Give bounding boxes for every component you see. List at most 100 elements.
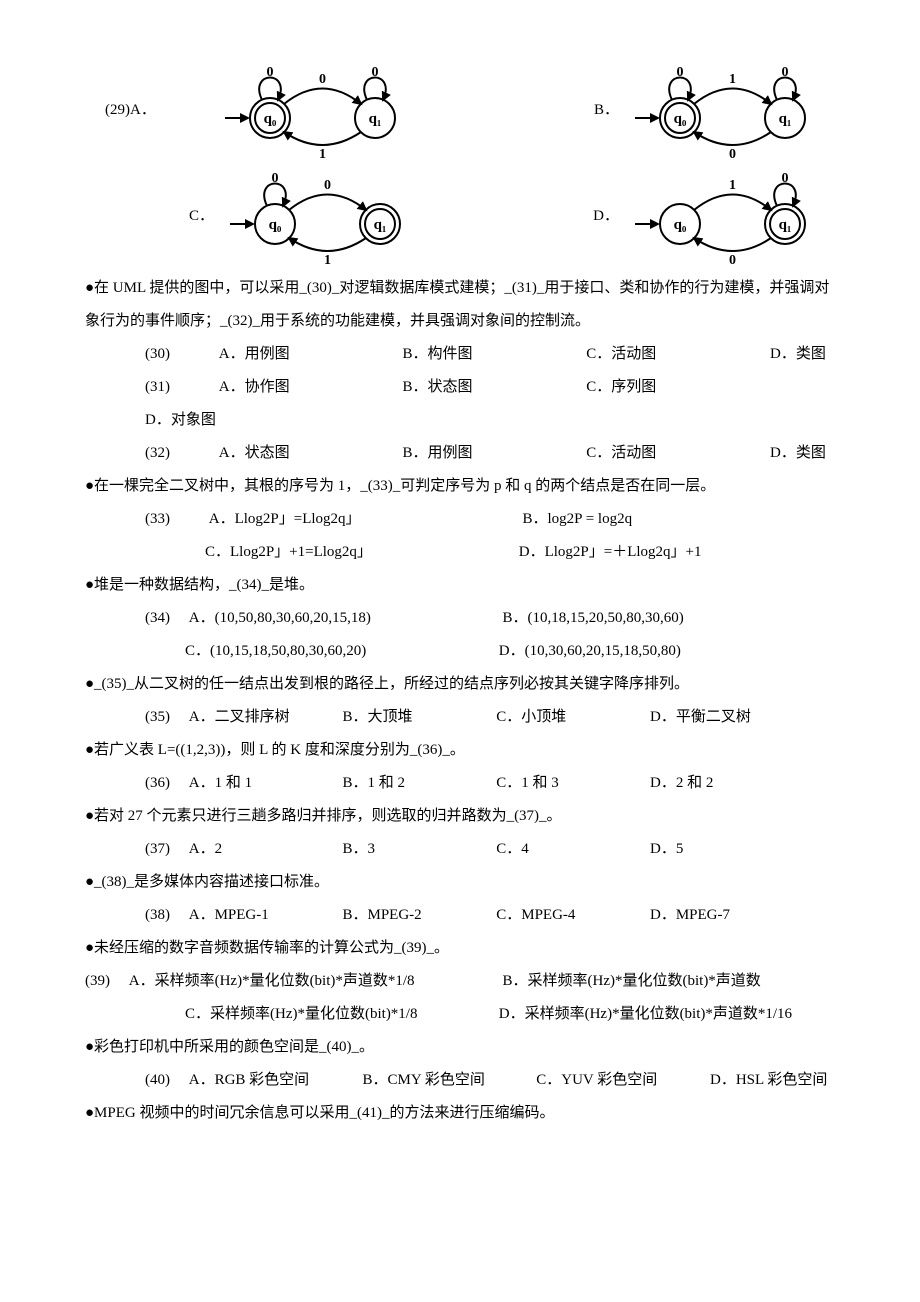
svg-text:0: 0	[782, 65, 789, 80]
q36-c: C．1 和 3	[496, 767, 646, 800]
figure-d-label: D．	[593, 200, 619, 233]
q33-c: C．Llog2P」+1=Llog2q」	[205, 536, 515, 569]
q33-b: B．log2P = log2q	[523, 503, 633, 536]
q31-num: (31)	[145, 371, 215, 404]
automaton-d: q₀ q₁ 1 0 0	[625, 166, 835, 266]
q30-b: B．构件图	[403, 338, 583, 371]
svg-text:q₁: q₁	[374, 217, 387, 233]
svg-text:0: 0	[677, 65, 684, 80]
q40-b: B．CMY 彩色空间	[363, 1064, 533, 1097]
q40-stem: ●彩色打印机中所采用的颜色空间是_(40)_。	[85, 1031, 835, 1064]
q30-a: A．用例图	[219, 338, 399, 371]
q30-num: (30)	[145, 338, 215, 371]
svg-text:q₁: q₁	[779, 111, 792, 127]
svg-text:0: 0	[324, 178, 331, 193]
figure-a-label: (29)A．	[85, 94, 215, 127]
q40-c: C．YUV 彩色空间	[536, 1064, 706, 1097]
q32-options: (32) A．状态图 B．用例图 C．活动图 D．类图	[85, 437, 835, 470]
q40-options: (40) A．RGB 彩色空间 B．CMY 彩色空间 C．YUV 彩色空间 D．…	[85, 1064, 835, 1097]
q33-stem: ●在一棵完全二叉树中，其根的序号为 1，_(33)_可判定序号为 p 和 q 的…	[85, 470, 835, 503]
q30-c: C．活动图	[586, 338, 766, 371]
q40-num: (40)	[145, 1064, 185, 1097]
q31-d: D．对象图	[145, 404, 216, 437]
q32-a: A．状态图	[219, 437, 399, 470]
q38-b: B．MPEG-2	[343, 899, 493, 932]
q30-stem: ●在 UML 提供的图中，可以采用_(30)_对逻辑数据库模式建模；_(31)_…	[85, 272, 835, 338]
figure-row-1: (29)A． q₀ q₁ 0 1 0 0 B． q₀ q₁ 1 0 0 0	[85, 60, 835, 160]
q38-a: A．MPEG-1	[189, 899, 339, 932]
q30-d: D．类图	[770, 338, 826, 371]
svg-text:q₁: q₁	[369, 111, 382, 127]
svg-text:q₀: q₀	[674, 111, 687, 127]
svg-text:0: 0	[729, 147, 736, 160]
q38-options: (38) A．MPEG-1 B．MPEG-2 C．MPEG-4 D．MPEG-7	[85, 899, 835, 932]
svg-text:0: 0	[729, 253, 736, 266]
q33-d: D．Llog2P」=＋Llog2q」+1	[519, 536, 702, 569]
q31-b: B．状态图	[403, 371, 583, 404]
q37-d: D．5	[650, 841, 683, 857]
q32-num: (32)	[145, 437, 215, 470]
q36-stem: ●若广义表 L=((1,2,3))，则 L 的 K 度和深度分别为_(36)_。	[85, 734, 835, 767]
q32-d: D．类图	[770, 437, 826, 470]
q37-a: A．2	[189, 833, 339, 866]
q37-options: (37) A．2 B．3 C．4 D．5	[85, 833, 835, 866]
q39-row2: C．采样频率(Hz)*量化位数(bit)*1/8 D．采样频率(Hz)*量化位数…	[85, 998, 835, 1031]
q38-c: C．MPEG-4	[496, 899, 646, 932]
figure-c-label: C．	[189, 200, 214, 233]
q34-stem: ●堆是一种数据结构，_(34)_是堆。	[85, 569, 835, 602]
q36-a: A．1 和 1	[189, 767, 339, 800]
q34-d: D．(10,30,60,20,15,18,50,80)	[499, 635, 681, 668]
q39-b: B．采样频率(Hz)*量化位数(bit)*声道数	[503, 973, 761, 989]
q37-b: B．3	[343, 833, 493, 866]
figure-b: B． q₀ q₁ 1 0 0 0	[594, 60, 835, 160]
q33-row2: C．Llog2P」+1=Llog2q」 D．Llog2P」=＋Llog2q」+1	[85, 536, 835, 569]
q39-stem: ●未经压缩的数字音频数据传输率的计算公式为_(39)_。	[85, 932, 835, 965]
q39-a: A．采样频率(Hz)*量化位数(bit)*声道数*1/8	[129, 965, 499, 998]
svg-text:1: 1	[324, 253, 331, 266]
svg-text:1: 1	[729, 72, 736, 87]
q32-b: B．用例图	[403, 437, 583, 470]
svg-text:0: 0	[782, 171, 789, 186]
q31-a: A．协作图	[219, 371, 399, 404]
q34-row2: C．(10,15,18,50,80,30,60,20) D．(10,30,60,…	[85, 635, 835, 668]
figure-b-label: B．	[594, 94, 619, 127]
q34-a: A．(10,50,80,30,60,20,15,18)	[189, 602, 499, 635]
svg-text:0: 0	[272, 171, 279, 186]
q35-num: (35)	[145, 701, 185, 734]
q36-b: B．1 和 2	[343, 767, 493, 800]
svg-text:q₀: q₀	[674, 217, 687, 233]
q40-d: D．HSL 彩色空间	[710, 1072, 827, 1088]
figure-a: (29)A． q₀q₁0100	[85, 60, 425, 160]
q30-options: (30) A．用例图 B．构件图 C．活动图 D．类图	[85, 338, 835, 371]
q35-c: C．小顶堆	[496, 701, 646, 734]
automaton-a: q₀q₁0100	[215, 60, 425, 160]
figure-row-2: C． q₀ q₁ 0 1 0 D． q₀ q₁ 1 0 0	[85, 166, 835, 266]
q34-c: C．(10,15,18,50,80,30,60,20)	[185, 635, 495, 668]
q35-d: D．平衡二叉树	[650, 709, 751, 725]
q35-a: A．二叉排序树	[189, 701, 339, 734]
q35-options: (35) A．二叉排序树 B．大顶堆 C．小顶堆 D．平衡二叉树	[85, 701, 835, 734]
svg-text:1: 1	[729, 178, 736, 193]
svg-text:0: 0	[372, 65, 379, 80]
svg-text:1: 1	[319, 147, 326, 160]
q38-num: (38)	[145, 899, 185, 932]
q35-b: B．大顶堆	[343, 701, 493, 734]
q34-num: (34)	[145, 602, 185, 635]
q40-a: A．RGB 彩色空间	[189, 1064, 359, 1097]
q38-stem: ●_(38)_是多媒体内容描述接口标准。	[85, 866, 835, 899]
q35-stem: ●_(35)_从二叉树的任一结点出发到根的路径上，所经过的结点序列必按其关键字降…	[85, 668, 835, 701]
q39-d: D．采样频率(Hz)*量化位数(bit)*声道数*1/16	[499, 1006, 792, 1022]
q33-a: A．Llog2P」=Llog2q」	[209, 503, 519, 536]
q39-c: C．采样频率(Hz)*量化位数(bit)*1/8	[185, 998, 495, 1031]
q33-row1: (33) A．Llog2P」=Llog2q」 B．log2P = log2q	[85, 503, 835, 536]
svg-text:q₁: q₁	[779, 217, 792, 233]
svg-text:0: 0	[267, 65, 274, 80]
q36-options: (36) A．1 和 1 B．1 和 2 C．1 和 3 D．2 和 2	[85, 767, 835, 800]
q37-num: (37)	[145, 833, 185, 866]
q38-d: D．MPEG-7	[650, 907, 730, 923]
q33-num: (33)	[145, 503, 205, 536]
q41-stem: ●MPEG 视频中的时间冗余信息可以采用_(41)_的方法来进行压缩编码。	[85, 1097, 835, 1130]
q31-c: C．序列图	[586, 371, 766, 404]
q39-num: (39)	[85, 965, 125, 998]
svg-text:q₀: q₀	[264, 111, 277, 127]
